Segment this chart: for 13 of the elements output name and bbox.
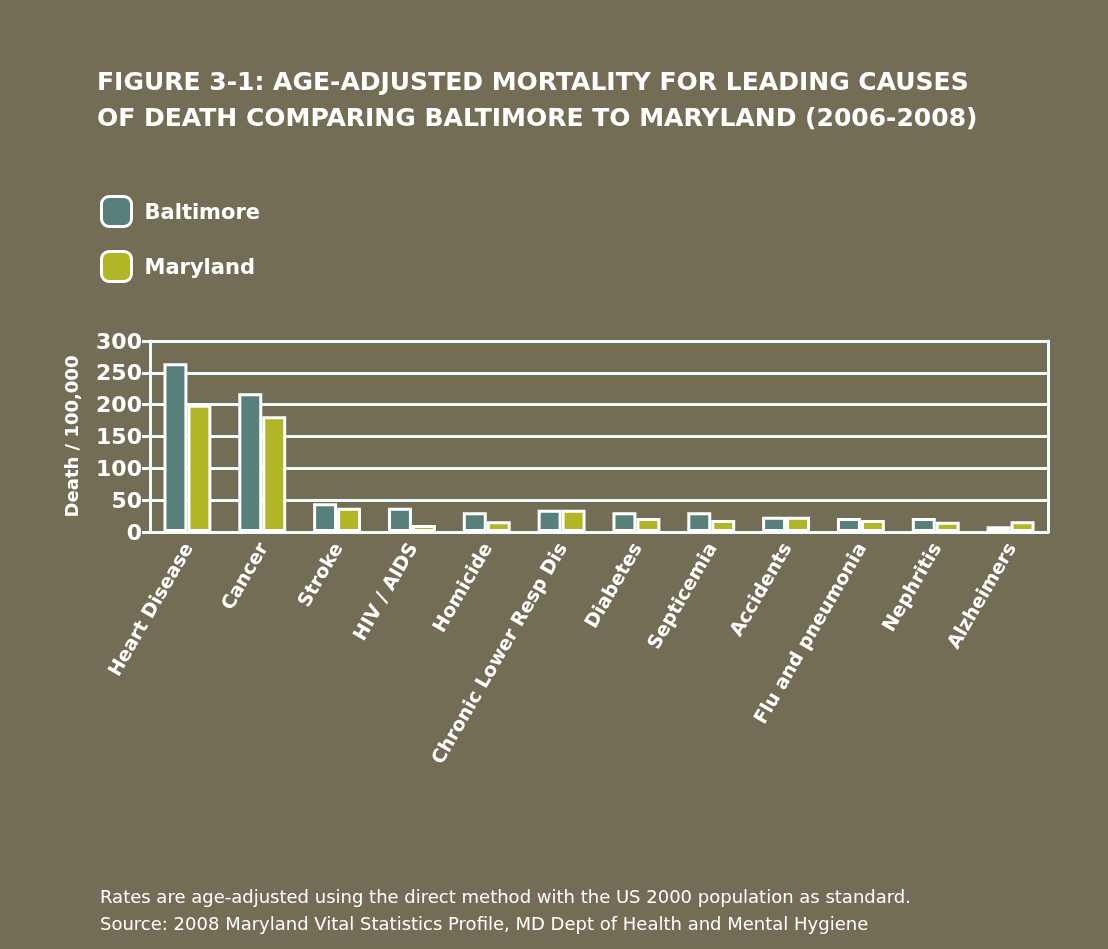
y-tick-label: 150	[96, 424, 142, 449]
y-tick-label: 50	[111, 487, 142, 513]
source-note: Source: 2008 Maryland Vital Statistics Profile, MD Dept of Health and Mental Hygiene	[100, 912, 869, 934]
y-tick-label: 300	[96, 328, 142, 354]
chart-title: FIGURE 3-1: AGE-ADJUSTED MORTALITY FOR LEADING CAUSES OF DEATH COMPARING BALTIMORE TO MARYLAND (2006-2008)	[97, 66, 978, 132]
legend-label: Maryland	[144, 254, 255, 279]
y-tick-label: 0	[126, 519, 142, 545]
y-tick-label: 250	[96, 360, 142, 386]
y-tick-label: 100	[96, 455, 142, 481]
legend-label: Baltimore	[144, 199, 261, 224]
y-tick-label: 200	[96, 392, 142, 418]
text: Rates are age-adjusted using the direct method with the US 2000 population as standard.	[100, 885, 911, 907]
y-axis-title: Death / 100,000	[60, 355, 82, 518]
